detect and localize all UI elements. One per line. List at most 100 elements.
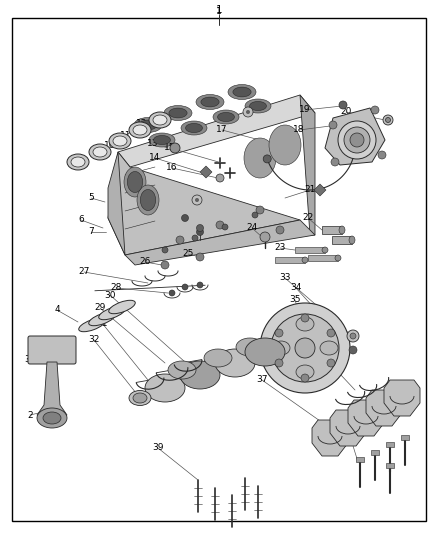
- Circle shape: [252, 212, 258, 218]
- Ellipse shape: [236, 338, 264, 356]
- Ellipse shape: [335, 255, 341, 261]
- Circle shape: [339, 101, 347, 109]
- Text: 27: 27: [78, 268, 90, 277]
- Circle shape: [331, 158, 339, 166]
- Text: 35: 35: [289, 295, 301, 304]
- Circle shape: [192, 195, 202, 205]
- Bar: [356, 457, 364, 462]
- Circle shape: [327, 359, 335, 367]
- Ellipse shape: [218, 112, 234, 122]
- Bar: [386, 442, 394, 447]
- Ellipse shape: [260, 303, 350, 393]
- Ellipse shape: [186, 124, 202, 133]
- Ellipse shape: [71, 157, 85, 167]
- Text: 33: 33: [279, 273, 291, 282]
- Circle shape: [371, 106, 379, 114]
- Text: 12: 12: [136, 118, 148, 127]
- Ellipse shape: [154, 135, 170, 144]
- Polygon shape: [200, 166, 212, 178]
- Ellipse shape: [89, 312, 115, 326]
- Circle shape: [378, 151, 386, 159]
- Ellipse shape: [196, 94, 224, 109]
- Ellipse shape: [250, 101, 266, 110]
- FancyBboxPatch shape: [28, 336, 76, 364]
- Polygon shape: [125, 220, 315, 265]
- Ellipse shape: [213, 110, 239, 124]
- Text: 37: 37: [256, 376, 268, 384]
- Ellipse shape: [201, 97, 219, 107]
- Polygon shape: [312, 420, 348, 456]
- Text: 1: 1: [215, 5, 223, 15]
- Ellipse shape: [383, 115, 393, 125]
- Text: 21: 21: [304, 185, 316, 195]
- Ellipse shape: [79, 318, 105, 332]
- Circle shape: [176, 236, 184, 244]
- Bar: [386, 463, 394, 468]
- Ellipse shape: [233, 87, 251, 97]
- Ellipse shape: [204, 349, 232, 367]
- Circle shape: [263, 155, 271, 163]
- Text: 32: 32: [88, 335, 100, 344]
- Ellipse shape: [344, 127, 370, 153]
- Ellipse shape: [134, 117, 162, 133]
- Polygon shape: [366, 390, 402, 426]
- Text: 26: 26: [139, 257, 151, 266]
- Text: 29: 29: [94, 303, 106, 312]
- Ellipse shape: [137, 185, 159, 215]
- Circle shape: [301, 374, 309, 382]
- Polygon shape: [384, 380, 420, 416]
- Ellipse shape: [37, 408, 67, 428]
- Circle shape: [182, 284, 188, 290]
- Bar: [371, 450, 379, 455]
- Ellipse shape: [180, 361, 220, 389]
- Text: 22: 22: [302, 214, 314, 222]
- Circle shape: [197, 224, 204, 231]
- Text: 38: 38: [339, 416, 351, 424]
- Ellipse shape: [295, 338, 315, 358]
- Ellipse shape: [139, 120, 157, 130]
- Text: 39: 39: [152, 443, 164, 453]
- Text: 13: 13: [147, 139, 159, 148]
- Circle shape: [260, 232, 270, 242]
- Ellipse shape: [124, 167, 146, 197]
- Polygon shape: [118, 95, 315, 167]
- Text: 10: 10: [104, 141, 116, 149]
- Circle shape: [349, 346, 357, 354]
- Ellipse shape: [272, 341, 290, 355]
- Polygon shape: [314, 184, 326, 196]
- Ellipse shape: [99, 306, 125, 320]
- Circle shape: [350, 333, 356, 339]
- Ellipse shape: [133, 393, 147, 403]
- Text: 18: 18: [293, 125, 305, 134]
- Ellipse shape: [109, 133, 131, 149]
- Ellipse shape: [145, 374, 185, 402]
- Text: 25: 25: [182, 249, 194, 259]
- Ellipse shape: [168, 361, 196, 379]
- Ellipse shape: [244, 138, 276, 178]
- Ellipse shape: [322, 247, 328, 253]
- Polygon shape: [37, 362, 67, 420]
- Ellipse shape: [129, 391, 151, 406]
- Polygon shape: [108, 152, 125, 255]
- Circle shape: [347, 330, 359, 342]
- Circle shape: [327, 329, 335, 337]
- Circle shape: [162, 247, 168, 253]
- Polygon shape: [330, 410, 366, 446]
- Circle shape: [169, 290, 175, 296]
- Ellipse shape: [338, 121, 376, 159]
- Text: 19: 19: [299, 106, 311, 115]
- Ellipse shape: [228, 85, 256, 100]
- Circle shape: [197, 282, 203, 288]
- Ellipse shape: [127, 172, 143, 192]
- Ellipse shape: [149, 133, 175, 147]
- Ellipse shape: [320, 341, 338, 355]
- Circle shape: [161, 261, 169, 269]
- Text: 8: 8: [74, 160, 80, 169]
- Text: 28: 28: [110, 284, 122, 293]
- Ellipse shape: [170, 143, 180, 153]
- Text: 7: 7: [88, 228, 94, 237]
- Ellipse shape: [350, 133, 364, 147]
- Circle shape: [222, 224, 228, 230]
- Ellipse shape: [113, 136, 127, 146]
- Ellipse shape: [271, 314, 339, 382]
